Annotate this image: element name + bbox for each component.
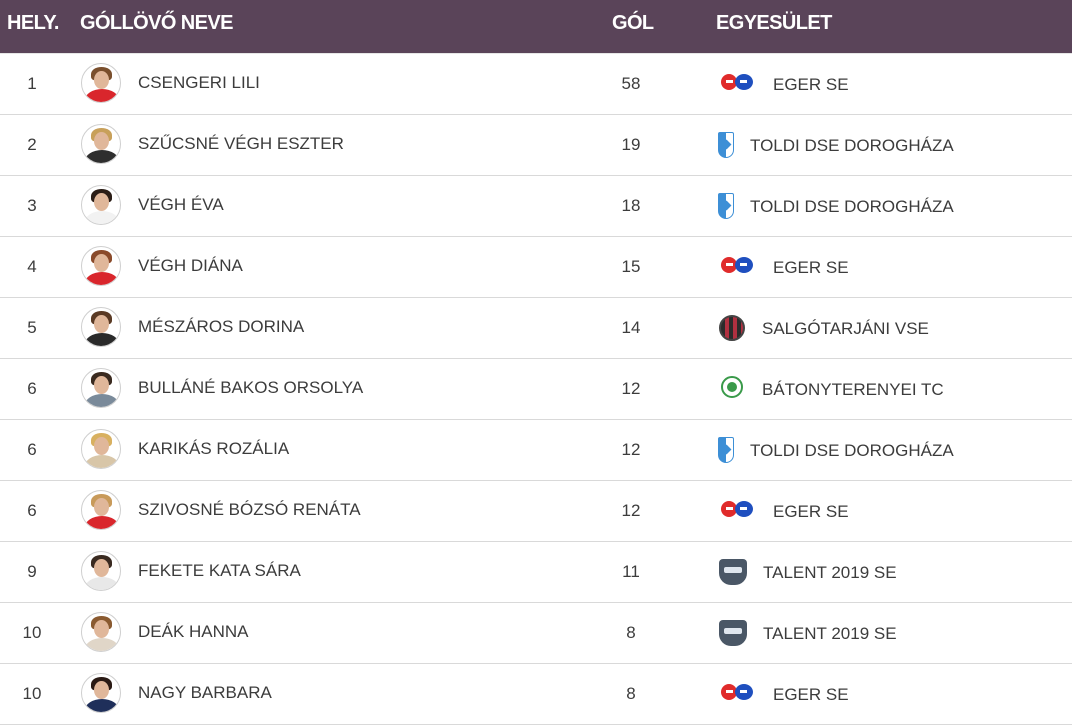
player-name[interactable]: SZŰCSNÉ VÉGH ESZTER <box>138 134 344 153</box>
table-header: HELY. GÓLLÖVŐ NEVE GÓL EGYESÜLET <box>0 0 1072 54</box>
player-name[interactable]: KARIKÁS ROZÁLIA <box>138 439 290 458</box>
player-avatar[interactable] <box>81 368 121 408</box>
table-row: 9 FEKETE KATA SÁRA 11 TALENT 2019 SE <box>0 542 1072 603</box>
rank-cell: 6 <box>27 379 37 398</box>
table-row: 5 MÉSZÁROS DORINA 14 SALGÓTARJÁNI VSE <box>0 298 1072 359</box>
goals-cell: 8 <box>626 684 636 703</box>
player-avatar[interactable] <box>81 490 121 530</box>
talent-2019-se-logo-icon <box>719 620 747 646</box>
player-avatar[interactable] <box>81 673 121 713</box>
club-name[interactable]: EGER SE <box>773 75 849 94</box>
table-row: 4 VÉGH DIÁNA 15 EGER SE <box>0 237 1072 298</box>
goals-cell: 14 <box>621 318 641 337</box>
goals-cell: 12 <box>621 501 641 520</box>
player-avatar[interactable] <box>81 307 121 347</box>
club-name[interactable]: TALENT 2019 SE <box>763 563 897 582</box>
goals-cell: 15 <box>621 257 641 276</box>
eger-se-logo-icon <box>721 71 755 93</box>
header-scorer-name[interactable]: GÓLLÖVŐ NEVE <box>80 12 233 34</box>
player-name[interactable]: SZIVOSNÉ BÓZSÓ RENÁTA <box>138 500 361 519</box>
talent-2019-se-logo-icon <box>719 559 747 585</box>
player-name[interactable]: BULLÁNÉ BAKOS ORSOLYA <box>138 378 364 397</box>
table-row: 3 VÉGH ÉVA 18 TOLDI DSE DOROGHÁZA <box>0 176 1072 237</box>
table-row: 6 SZIVOSNÉ BÓZSÓ RENÁTA 12 EGER SE <box>0 481 1072 542</box>
header-rank[interactable]: HELY. <box>7 12 59 34</box>
rank-cell: 2 <box>27 135 37 154</box>
rank-cell: 10 <box>22 684 42 703</box>
rank-cell: 3 <box>27 196 37 215</box>
goals-cell: 58 <box>621 74 641 93</box>
player-avatar[interactable] <box>81 551 121 591</box>
eger-se-logo-icon <box>721 681 755 703</box>
player-avatar[interactable] <box>81 429 121 469</box>
goals-cell: 12 <box>621 379 641 398</box>
player-avatar[interactable] <box>81 612 121 652</box>
header-goals[interactable]: GÓL <box>612 12 654 34</box>
club-name[interactable]: TOLDI DSE DOROGHÁZA <box>750 441 954 460</box>
goals-cell: 18 <box>621 196 641 215</box>
player-avatar[interactable] <box>81 185 121 225</box>
player-name[interactable]: CSENGERI LILI <box>138 73 260 92</box>
player-name[interactable]: VÉGH DIÁNA <box>138 256 243 275</box>
player-name[interactable]: NAGY BARBARA <box>138 683 272 702</box>
goals-cell: 11 <box>622 562 640 581</box>
rank-cell: 5 <box>27 318 37 337</box>
club-name[interactable]: TOLDI DSE DOROGHÁZA <box>750 136 954 155</box>
player-name[interactable]: VÉGH ÉVA <box>138 195 224 214</box>
club-name[interactable]: SALGÓTARJÁNI VSE <box>762 319 929 338</box>
player-name[interactable]: MÉSZÁROS DORINA <box>138 317 305 336</box>
goals-cell: 12 <box>621 440 641 459</box>
table-row: 6 KARIKÁS ROZÁLIA 12 TOLDI DSE DOROGHÁZA <box>0 420 1072 481</box>
player-avatar[interactable] <box>81 63 121 103</box>
club-name[interactable]: BÁTONYTERENYEI TC <box>762 380 944 399</box>
player-name[interactable]: DEÁK HANNA <box>138 622 249 641</box>
rank-cell: 6 <box>27 501 37 520</box>
table-row: 10 NAGY BARBARA 8 EGER SE <box>0 664 1072 725</box>
rank-cell: 9 <box>27 562 37 581</box>
club-name[interactable]: TALENT 2019 SE <box>763 624 897 643</box>
eger-se-logo-icon <box>721 498 755 520</box>
salgotarjani-vse-logo-icon <box>719 315 745 341</box>
goals-cell: 19 <box>621 135 641 154</box>
table-row: 2 SZŰCSNÉ VÉGH ESZTER 19 TOLDI DSE DOROG… <box>0 115 1072 176</box>
player-name[interactable]: FEKETE KATA SÁRA <box>138 561 301 580</box>
rank-cell: 10 <box>22 623 42 642</box>
batonyterenyei-tc-logo-icon <box>721 376 743 398</box>
rank-cell: 1 <box>27 74 37 93</box>
eger-se-logo-icon <box>721 254 755 276</box>
rank-cell: 6 <box>27 440 37 459</box>
player-avatar[interactable] <box>81 124 121 164</box>
club-name[interactable]: EGER SE <box>773 258 849 277</box>
player-avatar[interactable] <box>81 246 121 286</box>
toldi-dse-logo-icon <box>718 132 734 158</box>
club-name[interactable]: EGER SE <box>773 502 849 521</box>
table-row: 1 CSENGERI LILI 58 EGER SE <box>0 54 1072 115</box>
table-row: 6 BULLÁNÉ BAKOS ORSOLYA 12 BÁTONYTERENYE… <box>0 359 1072 420</box>
toldi-dse-logo-icon <box>718 193 734 219</box>
table-row: 10 DEÁK HANNA 8 TALENT 2019 SE <box>0 603 1072 664</box>
goals-cell: 8 <box>626 623 636 642</box>
club-name[interactable]: EGER SE <box>773 685 849 704</box>
club-name[interactable]: TOLDI DSE DOROGHÁZA <box>750 197 954 216</box>
header-club[interactable]: EGYESÜLET <box>716 12 832 34</box>
toldi-dse-logo-icon <box>718 437 734 463</box>
rank-cell: 4 <box>27 257 37 276</box>
